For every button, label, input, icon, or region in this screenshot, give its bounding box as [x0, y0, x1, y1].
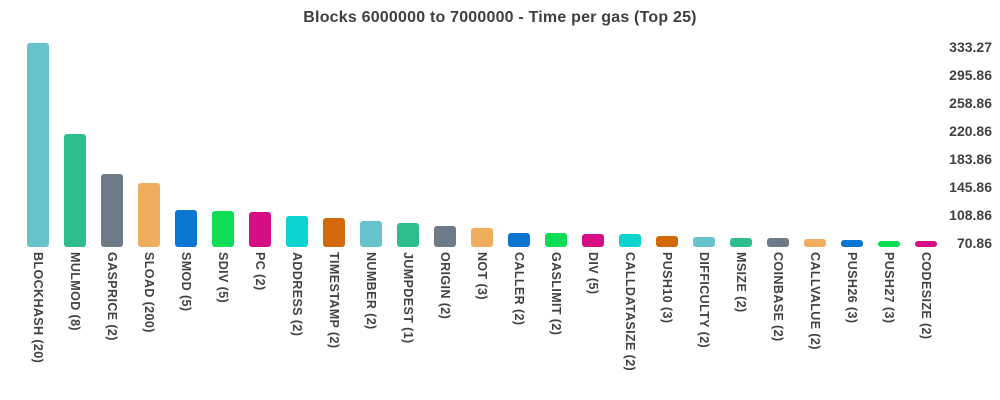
bar-label: GASLIMIT (2) — [549, 252, 563, 336]
bar-gasprice[interactable] — [101, 173, 123, 247]
bar-difficulty[interactable] — [693, 237, 715, 247]
bar-label: CALLER (2) — [512, 252, 526, 326]
bar-label: ADDRESS (2) — [290, 252, 304, 337]
bar-label: MSIZE (2) — [734, 252, 748, 313]
bar-push26[interactable] — [841, 240, 863, 247]
bar-label: SLOAD (200) — [142, 252, 156, 333]
bar-label: TIMESTAMP (2) — [327, 252, 341, 349]
bar-blockhash[interactable] — [27, 43, 49, 247]
bar-label: CODESIZE (2) — [919, 252, 933, 340]
bar-label: JUMPDEST (1) — [401, 252, 415, 344]
bar-caller[interactable] — [508, 233, 530, 247]
bar-label: MULMOD (8) — [68, 252, 82, 331]
bar-calldatasize[interactable] — [619, 234, 641, 247]
bar-label: BLOCKHASH (20) — [31, 252, 45, 364]
bar-codesize[interactable] — [915, 240, 937, 247]
bar-label: NOT (3) — [475, 252, 489, 300]
y-tick-label: 145.86 — [949, 179, 992, 195]
y-tick-label: 70.86 — [956, 235, 992, 251]
bar-msize[interactable] — [730, 238, 752, 247]
bar-jumpdest[interactable] — [397, 223, 419, 247]
bar-label: PUSH10 (3) — [660, 252, 674, 324]
bar-mulmod[interactable] — [64, 133, 86, 247]
bar-sdiv[interactable] — [212, 211, 234, 247]
bar-label: GASPRICE (2) — [105, 252, 119, 341]
bar-label: DIV (5) — [586, 252, 600, 295]
bar-label: CALLVALUE (2) — [808, 252, 822, 350]
bar-not[interactable] — [471, 227, 493, 247]
bar-label: CALLDATASIZE (2) — [623, 252, 637, 372]
bar-coinbase[interactable] — [767, 238, 789, 247]
bar-label: DIFFICULTY (2) — [697, 252, 711, 349]
bar-address[interactable] — [286, 215, 308, 247]
bar-number[interactable] — [360, 221, 382, 247]
bar-label: ORIGIN (2) — [438, 252, 452, 320]
bar-timestamp[interactable] — [323, 218, 345, 247]
bar-label: COINBASE (2) — [771, 252, 785, 342]
bar-smod[interactable] — [175, 210, 197, 247]
bar-push10[interactable] — [656, 236, 678, 247]
y-tick-label: 108.86 — [949, 207, 992, 223]
y-tick-label: 295.86 — [949, 67, 992, 83]
bar-label: PC (2) — [253, 252, 267, 291]
bar-div[interactable] — [582, 233, 604, 247]
bar-label: PUSH27 (3) — [882, 252, 896, 324]
bar-push27[interactable] — [878, 240, 900, 247]
bar-label: SDIV (5) — [216, 252, 230, 304]
bar-origin[interactable] — [434, 226, 456, 247]
y-tick-label: 333.27 — [949, 39, 992, 55]
bar-callvalue[interactable] — [804, 239, 826, 247]
bar-sload[interactable] — [138, 183, 160, 247]
chart-title: Blocks 6000000 to 7000000 - Time per gas… — [303, 9, 697, 26]
bar-gaslimit[interactable] — [545, 233, 567, 247]
bar-pc[interactable] — [249, 211, 271, 247]
y-tick-label: 220.86 — [949, 123, 992, 139]
y-tick-label: 183.86 — [949, 151, 992, 167]
y-tick-label: 258.86 — [949, 95, 992, 111]
bar-label: SMOD (5) — [179, 252, 193, 312]
bar-label: PUSH26 (3) — [845, 252, 859, 324]
bar-label: NUMBER (2) — [364, 252, 378, 330]
